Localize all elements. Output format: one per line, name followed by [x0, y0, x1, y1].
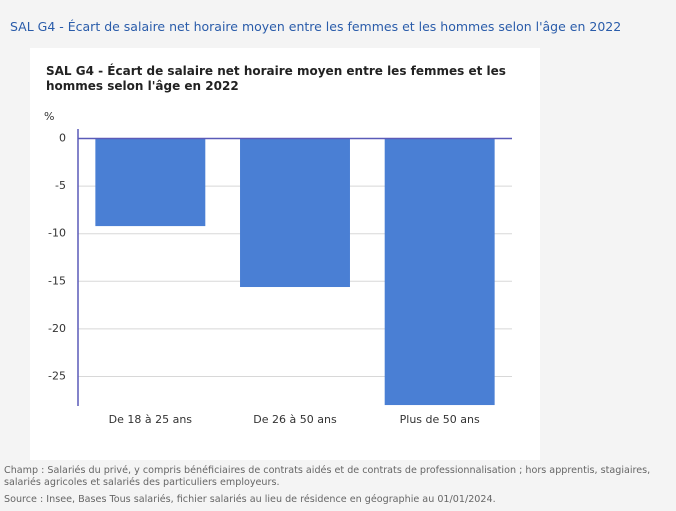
bar: [95, 138, 206, 227]
x-tick-label: De 26 à 50 ans: [253, 413, 337, 426]
x-tick-label: De 18 à 25 ans: [109, 413, 193, 426]
chart-panel: SAL G4 - Écart de salaire net horaire mo…: [30, 48, 540, 460]
chart: % 0 -5 -10 -15 -20 -25 De 18 à 25 ans De 26 à 5…: [44, 110, 512, 426]
y-tick-label: -20: [48, 322, 66, 335]
y-tick-label: -25: [48, 369, 66, 382]
x-tick-label: Plus de 50 ans: [400, 413, 480, 426]
y-tick-label: 0: [59, 132, 66, 145]
y-tick-label: -5: [55, 179, 66, 192]
y-tick-label: -10: [48, 227, 66, 240]
note: Champ : Salariés du privé, y compris bén…: [4, 465, 651, 488]
y-unit: %: [44, 110, 54, 123]
bar: [240, 138, 350, 288]
note: Source : Insee, Bases Tous salariés, fic…: [4, 494, 496, 505]
bar: [384, 138, 495, 406]
chart-title: SAL G4 - Écart de salaire net horaire mo…: [46, 64, 506, 93]
page-title: SAL G4 - Écart de salaire net horaire mo…: [10, 19, 622, 34]
y-tick-label: -15: [48, 274, 66, 287]
